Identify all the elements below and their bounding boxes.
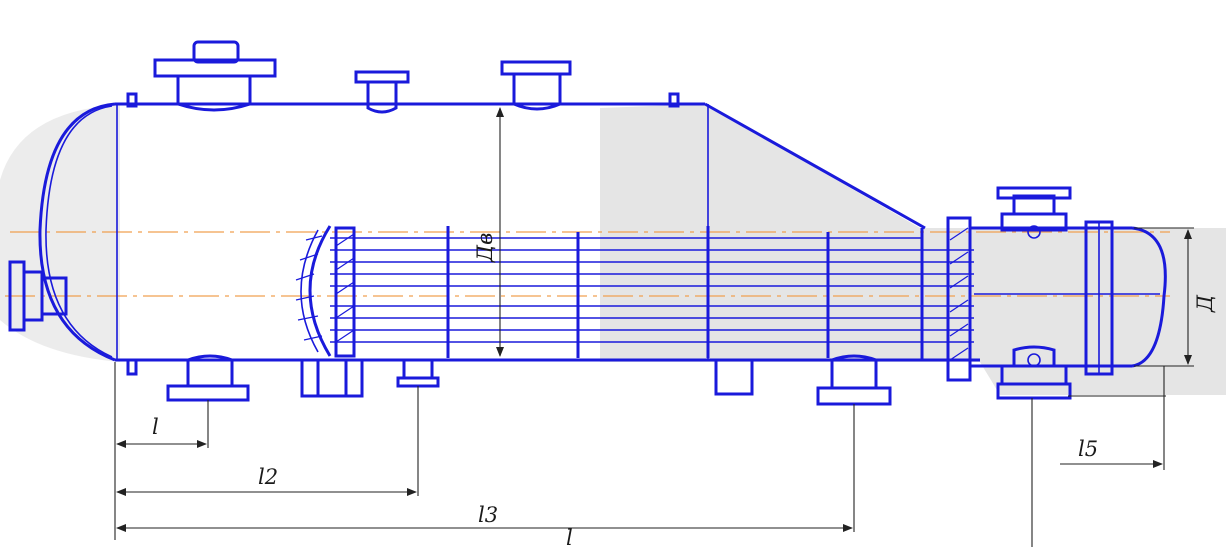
tube-sheet-flange (946, 216, 972, 382)
label-l5: l5 (1078, 437, 1098, 461)
bottom-lug-1 (126, 358, 138, 376)
bottom-support-right (714, 358, 754, 396)
bottom-nozzle-right (816, 354, 892, 406)
dimension-l (114, 362, 209, 540)
dimension-d (1134, 227, 1194, 367)
label-l3: l3 (478, 503, 498, 527)
bottom-nozzle-left (166, 354, 250, 402)
label-l: l (152, 415, 159, 439)
tube-bundle (295, 225, 974, 360)
left-nozzle (8, 260, 68, 332)
label-d: Д (1193, 294, 1217, 313)
label-dv: Дв (473, 233, 497, 263)
bottom-support-left (300, 358, 364, 398)
dimension-l2 (116, 386, 419, 496)
label-l2: l2 (258, 465, 278, 489)
top-nozzle-small (354, 70, 410, 114)
top-lug-1 (126, 92, 138, 108)
dimension-l3 (116, 404, 855, 532)
channel-head (970, 186, 1167, 400)
top-nozzle-medium (500, 60, 572, 111)
top-nozzle-large (153, 40, 277, 112)
shaded-region-left (0, 105, 120, 362)
dimension-l5 (1060, 366, 1166, 470)
top-lug-2 (668, 92, 680, 108)
bottom-nozzle-small (396, 358, 440, 388)
label-l4: l (566, 526, 573, 547)
